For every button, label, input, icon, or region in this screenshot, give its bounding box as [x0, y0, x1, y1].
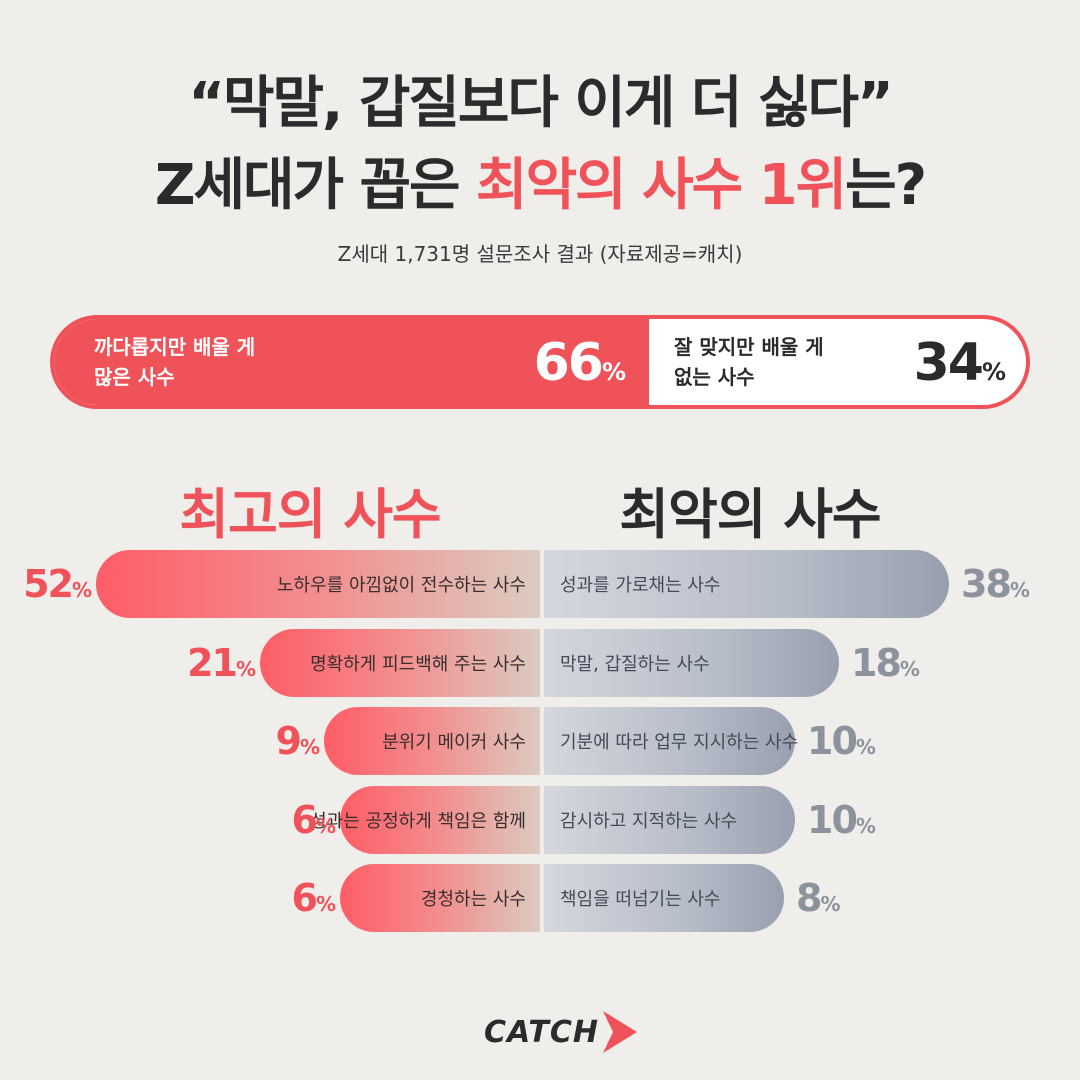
worst-value-label: 10%: [807, 707, 876, 781]
comparison-left-label: 까다롭지만 배울 게 많은 사수: [94, 332, 255, 392]
best-bar: 경청하는 사수: [340, 864, 540, 932]
worst-value-pct-sign: %: [855, 814, 876, 838]
worst-value-pct-sign: %: [855, 735, 876, 759]
best-value-label: 9%: [276, 707, 321, 781]
best-value-pct-sign: %: [299, 735, 320, 759]
best-bar: 분위기 메이커 사수: [324, 707, 540, 775]
worst-value-label: 8%: [796, 864, 841, 938]
best-bar-label: 성과는 공정하게 책임은 함께: [310, 811, 526, 832]
title-line-2-pre: Z세대가 꼽은: [154, 153, 477, 218]
comparison-bar: 까다롭지만 배울 게 많은 사수 66% 잘 맞지만 배울 게 없는 사수 34…: [50, 315, 1030, 409]
best-bar-label: 명확하게 피드백해 주는 사수: [310, 654, 526, 675]
comparison-left-label-line2: 많은 사수: [94, 365, 175, 389]
best-bar-label: 분위기 메이커 사수: [382, 732, 526, 753]
worst-bar-label: 감시하고 지적하는 사수: [560, 811, 738, 832]
logo-text: CATCH: [484, 1014, 599, 1050]
best-value-pct-sign: %: [315, 892, 336, 916]
best-bar: 명확하게 피드백해 주는 사수: [260, 629, 540, 697]
worst-value-pct-sign: %: [1009, 578, 1030, 602]
best-value-label: 21%: [187, 629, 256, 703]
title-line-2: Z세대가 꼽은 최악의 사수 1위는?: [0, 140, 1080, 221]
worst-bar: 책임을 떠넘기는 사수: [544, 864, 784, 932]
comparison-right-label-line1: 잘 맞지만 배울 게: [674, 335, 824, 359]
best-bar: 성과는 공정하게 책임은 함께: [310, 786, 540, 854]
comparison-right-label-line2: 없는 사수: [674, 365, 755, 389]
worst-value-label: 38%: [961, 550, 1030, 624]
best-bar-label: 경청하는 사수: [420, 889, 526, 910]
worst-value-label: 10%: [807, 786, 876, 860]
worst-bar-label: 성과를 가로채는 사수: [560, 575, 721, 596]
arrow-chevron-icon: [602, 1011, 637, 1053]
worst-value-pct-sign: %: [820, 892, 841, 916]
worst-value-number: 18: [851, 641, 902, 685]
best-value-label: 6%: [292, 864, 337, 938]
title-line-2-accent: 최악의 사수 1위: [476, 153, 847, 218]
worst-value-number: 10: [807, 719, 858, 763]
best-value-number: 9: [275, 719, 302, 763]
title-line-2-post: 는?: [845, 153, 927, 218]
best-value-number: 6: [291, 876, 318, 920]
subtitle: Z세대 1,731명 설문조사 결과 (자료제공=캐치): [337, 242, 743, 266]
best-bar-label: 노하우를 아낌없이 전수하는 사수: [276, 575, 526, 596]
worst-bar-label: 기분에 따라 업무 지시하는 사수: [560, 732, 799, 753]
comparison-left-pct-sign: %: [601, 358, 626, 386]
best-value-label: 52%: [23, 550, 92, 624]
worst-value-number: 10: [807, 798, 858, 842]
best-value-number: 52: [23, 562, 74, 606]
worst-bar-label: 막말, 갑질하는 사수: [560, 654, 710, 675]
worst-value-number: 8: [796, 876, 822, 920]
comparison-left-label-line1: 까다롭지만 배울 게: [94, 335, 256, 359]
worst-value-label: 18%: [851, 629, 920, 703]
worst-bar: 막말, 갑질하는 사수: [544, 629, 839, 697]
comparison-right-pct-sign: %: [981, 358, 1006, 386]
comparison-right-number: 34: [913, 333, 984, 393]
comparison-left-value: 66%: [534, 333, 626, 393]
worst-value-pct-sign: %: [899, 657, 920, 681]
comparison-left-fill: [54, 319, 649, 405]
comparison-left-number: 66: [533, 333, 604, 393]
best-value-number: 21: [187, 641, 238, 685]
best-value-label: 6%: [292, 786, 337, 860]
comparison-right-value: 34%: [914, 333, 1006, 393]
catch-logo: CATCH: [484, 1008, 639, 1056]
worst-value-number: 38: [961, 562, 1012, 606]
worst-bar: 기분에 따라 업무 지시하는 사수: [544, 707, 799, 775]
best-value-pct-sign: %: [71, 578, 92, 602]
best-value-pct-sign: %: [235, 657, 256, 681]
worst-boss-heading: 최악의 사수: [619, 483, 881, 546]
best-boss-heading: 최고의 사수: [179, 483, 441, 546]
worst-bar-label: 책임을 떠넘기는 사수: [560, 889, 721, 910]
worst-bar: 성과를 가로채는 사수: [544, 550, 949, 618]
best-value-number: 6: [291, 798, 318, 842]
best-value-pct-sign: %: [315, 814, 336, 838]
worst-bar: 감시하고 지적하는 사수: [544, 786, 795, 854]
comparison-right-label: 잘 맞지만 배울 게 없는 사수: [674, 332, 824, 392]
title-line-1: “막말, 갑질보다 이게 더 싫다”: [188, 71, 894, 136]
best-bar: 노하우를 아낌없이 전수하는 사수: [96, 550, 540, 618]
